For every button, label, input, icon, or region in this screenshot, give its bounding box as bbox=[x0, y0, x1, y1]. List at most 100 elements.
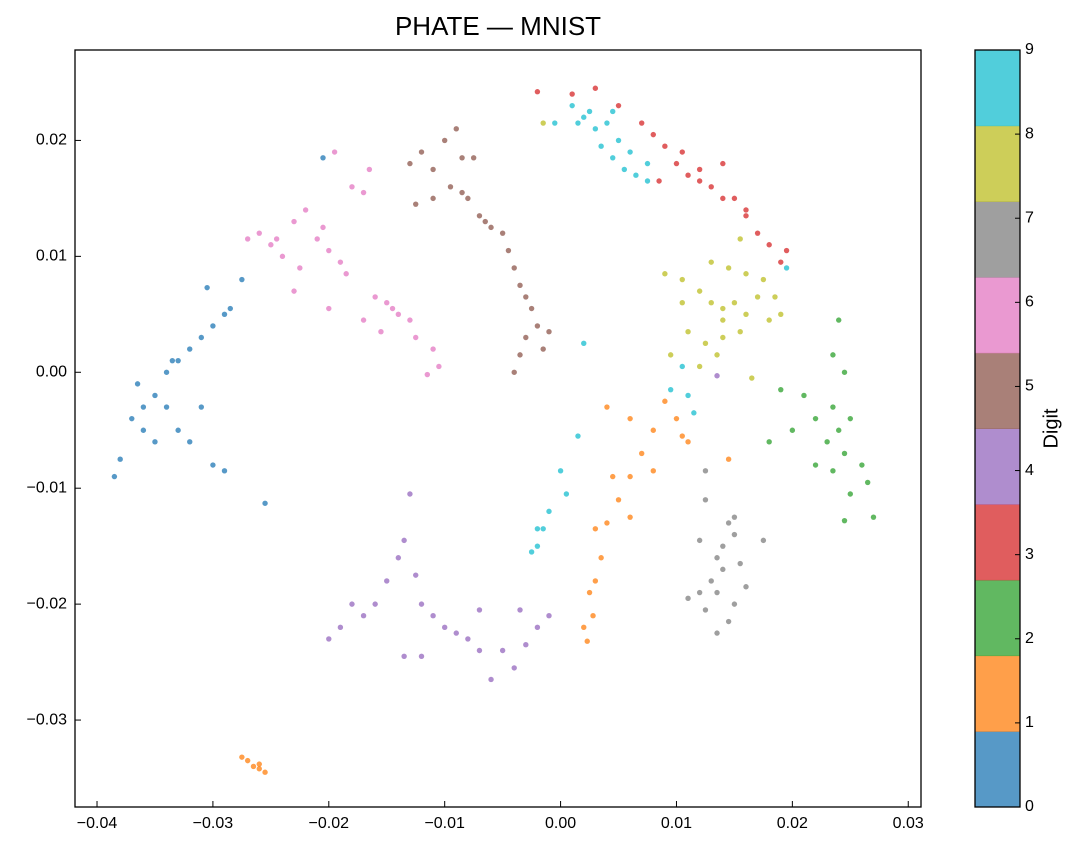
point bbox=[679, 149, 685, 155]
point bbox=[702, 497, 709, 503]
point bbox=[679, 276, 685, 283]
point bbox=[737, 329, 743, 335]
point bbox=[372, 294, 378, 300]
point bbox=[129, 415, 135, 422]
point bbox=[534, 323, 541, 329]
colorbar-tick-label: 8 bbox=[1025, 125, 1034, 142]
point bbox=[627, 473, 633, 480]
point bbox=[679, 300, 685, 306]
point bbox=[320, 224, 326, 231]
colorbar-segment bbox=[975, 428, 1020, 505]
colorbar-tick-label: 5 bbox=[1025, 378, 1034, 395]
point bbox=[627, 415, 633, 422]
point bbox=[714, 555, 720, 561]
point bbox=[349, 601, 355, 607]
point bbox=[430, 195, 436, 202]
point bbox=[424, 371, 431, 378]
point bbox=[812, 462, 819, 468]
point bbox=[430, 166, 436, 173]
point bbox=[401, 537, 407, 544]
point bbox=[436, 363, 442, 370]
point bbox=[302, 207, 309, 213]
point bbox=[459, 155, 465, 161]
point bbox=[720, 305, 726, 312]
point bbox=[360, 189, 367, 196]
point bbox=[528, 305, 535, 312]
y-tick-label: −0.03 bbox=[27, 711, 68, 728]
point bbox=[731, 514, 738, 520]
point bbox=[384, 578, 390, 584]
point bbox=[743, 213, 749, 219]
point bbox=[685, 595, 691, 602]
point bbox=[696, 288, 703, 294]
point bbox=[187, 439, 193, 445]
point bbox=[291, 218, 297, 225]
point bbox=[696, 363, 703, 370]
point bbox=[639, 450, 645, 457]
point bbox=[847, 415, 854, 422]
point bbox=[662, 271, 668, 277]
point bbox=[696, 589, 703, 596]
point bbox=[824, 439, 830, 445]
point bbox=[731, 300, 738, 306]
point bbox=[743, 271, 749, 277]
point bbox=[499, 647, 506, 654]
point bbox=[708, 259, 714, 265]
point bbox=[644, 160, 651, 167]
x-tick-label: −0.04 bbox=[77, 815, 118, 832]
point bbox=[140, 427, 147, 433]
point bbox=[152, 439, 158, 445]
point bbox=[262, 500, 268, 506]
point bbox=[384, 300, 390, 306]
point bbox=[470, 155, 477, 161]
point bbox=[720, 334, 726, 341]
point bbox=[702, 340, 709, 346]
x-tick-label: −0.01 bbox=[424, 815, 465, 832]
point bbox=[499, 230, 506, 236]
point bbox=[337, 259, 344, 265]
point bbox=[627, 514, 633, 520]
point bbox=[725, 618, 732, 625]
colorbar-segment bbox=[975, 731, 1020, 808]
point bbox=[720, 543, 726, 549]
colorbar-segment bbox=[975, 201, 1020, 278]
point bbox=[326, 305, 332, 312]
point bbox=[754, 294, 761, 300]
point bbox=[430, 613, 436, 619]
point bbox=[239, 276, 245, 283]
point bbox=[702, 468, 709, 474]
point bbox=[163, 369, 170, 375]
colorbar-segment bbox=[975, 655, 1020, 732]
x-tick-label: 0.02 bbox=[777, 815, 808, 832]
colorbar-segment bbox=[975, 277, 1020, 354]
point bbox=[331, 149, 338, 155]
point bbox=[221, 468, 228, 474]
point bbox=[256, 766, 262, 772]
point bbox=[505, 247, 512, 254]
point bbox=[743, 584, 749, 590]
point bbox=[604, 120, 610, 126]
point bbox=[140, 404, 147, 410]
point bbox=[639, 120, 645, 126]
point bbox=[720, 195, 726, 202]
colorbar-tick-label: 4 bbox=[1025, 462, 1034, 479]
point bbox=[743, 207, 749, 213]
point bbox=[766, 317, 772, 323]
point bbox=[610, 473, 616, 480]
colorbar-tick-label: 9 bbox=[1025, 41, 1034, 58]
point bbox=[702, 607, 709, 613]
point bbox=[592, 126, 599, 132]
point bbox=[714, 589, 720, 596]
point bbox=[488, 676, 494, 683]
point bbox=[633, 172, 639, 178]
point bbox=[598, 555, 604, 561]
point bbox=[685, 392, 691, 399]
point bbox=[175, 357, 181, 364]
point bbox=[540, 526, 546, 532]
point bbox=[696, 166, 703, 173]
point bbox=[523, 294, 529, 300]
point bbox=[592, 578, 599, 584]
